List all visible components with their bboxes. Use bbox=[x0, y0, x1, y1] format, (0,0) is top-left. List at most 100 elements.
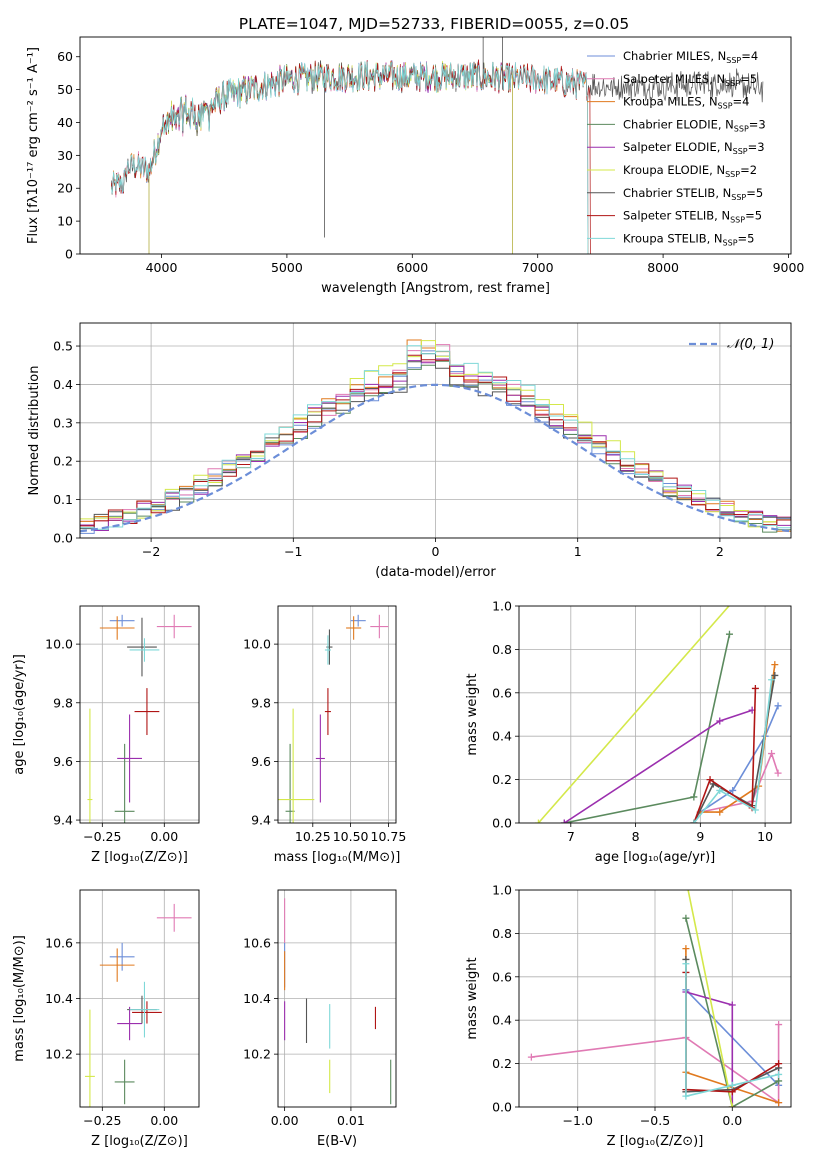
weight-vs-age-marker-kroupa-miles-3 bbox=[771, 661, 779, 669]
mass-vs-ebv-ytick-label-0: 10.2 bbox=[243, 1047, 271, 1062]
weight-vs-age-plot-area bbox=[519, 606, 791, 823]
weight-vs-z-ytick-label-5: 1.0 bbox=[492, 883, 512, 898]
residuals-ytick-label-3: 0.3 bbox=[53, 415, 73, 430]
age-vs-mass-panel: 10.25 10.50 10.75 9.4 9.6 9.8 10.0 mass [log₁₀(… bbox=[243, 605, 406, 865]
age-vs-mass-ytick-label-2: 9.8 bbox=[251, 695, 271, 710]
mass-vs-z-point-kroupa-miles bbox=[99, 948, 135, 982]
legend-nssp: =5 bbox=[746, 186, 763, 200]
weight-vs-z-xtick-label-1: −0.5 bbox=[640, 1113, 670, 1128]
weight-vs-age-marker-kroupa-elodie-0 bbox=[534, 819, 542, 823]
weight-vs-age-frame bbox=[518, 605, 792, 824]
weight-vs-age-marker-chabrier-miles-3 bbox=[774, 702, 782, 710]
residuals-ytick-label-1: 0.1 bbox=[53, 492, 73, 507]
weight-vs-age-marker-salpeter-miles-3 bbox=[774, 769, 782, 777]
weight-vs-z-panel: −1.0 −0.5 0.0 0.0 0.2 0.4 0.6 0.8 1.0 Z [log₁₀(Z/… bbox=[465, 883, 792, 1149]
age-vs-z-panel: −0.25 0.00 9.4 9.6 9.8 10.0 Z [log₁₀(Z/Z⊙)] age… bbox=[12, 605, 200, 865]
residuals-panel: −2 −1 0 1 2 0.0 0.1 0.2 0.3 0.4 0.5 (data-model)/er… bbox=[27, 322, 792, 580]
weight-vs-z-marker-chabrier-elodie-0 bbox=[682, 914, 690, 922]
weight-vs-z-plot-area bbox=[519, 890, 791, 1107]
mass-vs-z-point-kroupa-stelib bbox=[129, 981, 160, 1038]
age-vs-mass-plot-area bbox=[278, 606, 396, 823]
legend-subscript: SSP bbox=[725, 79, 740, 88]
legend-subscript: SSP bbox=[718, 102, 733, 111]
age-vs-z-plot-area bbox=[80, 606, 199, 823]
spectrum-ytick-label-6: 60 bbox=[57, 49, 73, 64]
mass-vs-z-ytick-label-2: 10.6 bbox=[45, 935, 73, 950]
weight-vs-age-marker-salpeter-stelib-3 bbox=[751, 684, 759, 692]
hist-kroupa-elodie bbox=[80, 340, 791, 528]
weight-vs-age-marker-kroupa-miles-1 bbox=[716, 808, 724, 816]
age-vs-mass-point-kroupa-elodie bbox=[278, 708, 315, 823]
spectrum-ytick-label-1: 10 bbox=[57, 214, 73, 229]
mass-vs-z-xtick-label-0: −0.25 bbox=[83, 1113, 121, 1128]
spectrum-panel: 4000 5000 6000 7000 8000 9000 0 10 20 30 40 50 60 wav… bbox=[26, 36, 804, 296]
mass-vs-z-plot-area bbox=[80, 890, 199, 1107]
weight-vs-age-xtick-label-1: 8 bbox=[632, 829, 640, 844]
weight-vs-age-ytick-label-0: 0.0 bbox=[492, 816, 512, 831]
weight-vs-age-ytick-label-1: 0.2 bbox=[492, 772, 512, 787]
weight-vs-z-line-kroupa-stelib bbox=[685, 963, 779, 1098]
mass-vs-ebv-ytick-label-2: 10.6 bbox=[243, 935, 271, 950]
spectrum-ytick-label-2: 20 bbox=[57, 181, 73, 196]
mass-vs-z-point-salpeter-miles bbox=[156, 903, 192, 932]
weight-vs-age-line-salpeter-miles bbox=[700, 751, 779, 813]
weight-vs-age-line-salpeter-stelib bbox=[693, 688, 757, 823]
weight-vs-age-line-kroupa-stelib bbox=[693, 679, 773, 823]
mass-vs-z-ylabel: mass [log₁₀(M/M⊙)] bbox=[12, 935, 27, 1062]
age-vs-mass-point-kroupa-miles bbox=[346, 616, 362, 640]
spectrum-ytick-label-0: 0 bbox=[65, 247, 73, 262]
legend-nssp: =2 bbox=[740, 163, 757, 177]
weight-vs-age-marker-chabrier-elodie-2 bbox=[725, 630, 733, 638]
weight-vs-z-marker-kroupa-stelib-1 bbox=[682, 1092, 690, 1100]
legend-label-kroupa-elodie: Kroupa ELODIE, NSSP=2 bbox=[623, 163, 757, 179]
residuals-xlabel: (data-model)/error bbox=[375, 565, 496, 580]
weight-vs-z-frame bbox=[518, 889, 792, 1108]
residuals-ytick-label-4: 0.4 bbox=[53, 377, 73, 392]
weight-vs-z-marker-chabrier-elodie-2 bbox=[775, 1077, 783, 1085]
legend-nssp: =3 bbox=[749, 117, 766, 131]
weight-vs-age-xlabel: age [log₁₀(age/yr)] bbox=[595, 850, 716, 865]
hist-salpeter-stelib bbox=[80, 354, 791, 527]
weight-vs-z-marker-kroupa-elodie-1 bbox=[728, 1103, 736, 1107]
age-vs-z-point-kroupa-stelib bbox=[129, 638, 160, 662]
weight-vs-z-marker-kroupa-miles-0 bbox=[682, 945, 690, 953]
weight-vs-age-panel: 7 8 9 10 0.0 0.2 0.4 0.6 0.8 1.0 age [log₁₀(age/yr… bbox=[465, 599, 792, 865]
mass-vs-z-xlabel: Z [log₁₀(Z/Z⊙)] bbox=[91, 1134, 188, 1149]
age-vs-z-point-salpeter-stelib bbox=[134, 688, 160, 736]
age-vs-z-ytick-label-0: 9.4 bbox=[53, 813, 73, 828]
age-vs-mass-frame bbox=[277, 605, 397, 824]
age-vs-z-ytick-label-3: 10.0 bbox=[45, 637, 73, 652]
weight-vs-z-marker-kroupa-stelib-0 bbox=[682, 960, 690, 968]
residuals-xtick-label-2: 0 bbox=[432, 544, 440, 559]
legend-label-chabrier-elodie: Chabrier ELODIE, NSSP=3 bbox=[623, 117, 766, 133]
weight-vs-z-marker-salpeter-elodie-1 bbox=[728, 1001, 736, 1009]
age-vs-mass-xlabel: mass [log₁₀(M/M⊙)] bbox=[274, 850, 401, 865]
age-vs-mass-xtick-label-1: 10.50 bbox=[333, 829, 369, 844]
age-vs-z-ytick-label-2: 9.8 bbox=[53, 695, 73, 710]
spectrum-frame bbox=[79, 36, 792, 255]
residuals-ylabel: Normed distribution bbox=[27, 366, 42, 496]
residuals-xtick-label-0: −2 bbox=[142, 544, 160, 559]
weight-vs-z-xlabel: Z [log₁₀(Z/Z⊙)] bbox=[607, 1134, 704, 1149]
mass-vs-z-point-salpeter-elodie bbox=[117, 1006, 142, 1041]
spectrum-xlabel: wavelength [Angstrom, rest frame] bbox=[321, 281, 550, 296]
residuals-ytick-label-2: 0.2 bbox=[53, 454, 73, 469]
residuals-xtick-label-4: 2 bbox=[716, 544, 724, 559]
mass-vs-z-ytick-label-0: 10.2 bbox=[45, 1047, 73, 1062]
age-vs-z-frame bbox=[79, 605, 200, 824]
spectrum-ytick-label-3: 30 bbox=[57, 148, 73, 163]
mass-vs-z-point-chabrier-miles bbox=[109, 942, 135, 971]
legend-label-chabrier-stelib: Chabrier STELIB, NSSP=5 bbox=[623, 186, 763, 202]
legend-nssp: =5 bbox=[745, 209, 762, 223]
legend-subscript: SSP bbox=[731, 193, 746, 202]
hist-chabrier-stelib bbox=[80, 353, 791, 530]
weight-vs-z-marker-salpeter-stelib-2 bbox=[728, 1088, 736, 1096]
mass-vs-z-xtick-label-1: 0.00 bbox=[150, 1113, 178, 1128]
legend-label-salpeter-miles: Salpeter MILES, NSSP=5 bbox=[623, 72, 757, 88]
age-vs-mass-point-salpeter-miles bbox=[370, 614, 389, 639]
weight-vs-age-marker-kroupa-stelib-2 bbox=[751, 806, 759, 814]
mass-vs-z-point-salpeter-stelib bbox=[132, 1001, 162, 1024]
residuals-ytick-label-0: 0.0 bbox=[53, 531, 73, 546]
age-vs-z-point-salpeter-elodie bbox=[117, 714, 142, 803]
